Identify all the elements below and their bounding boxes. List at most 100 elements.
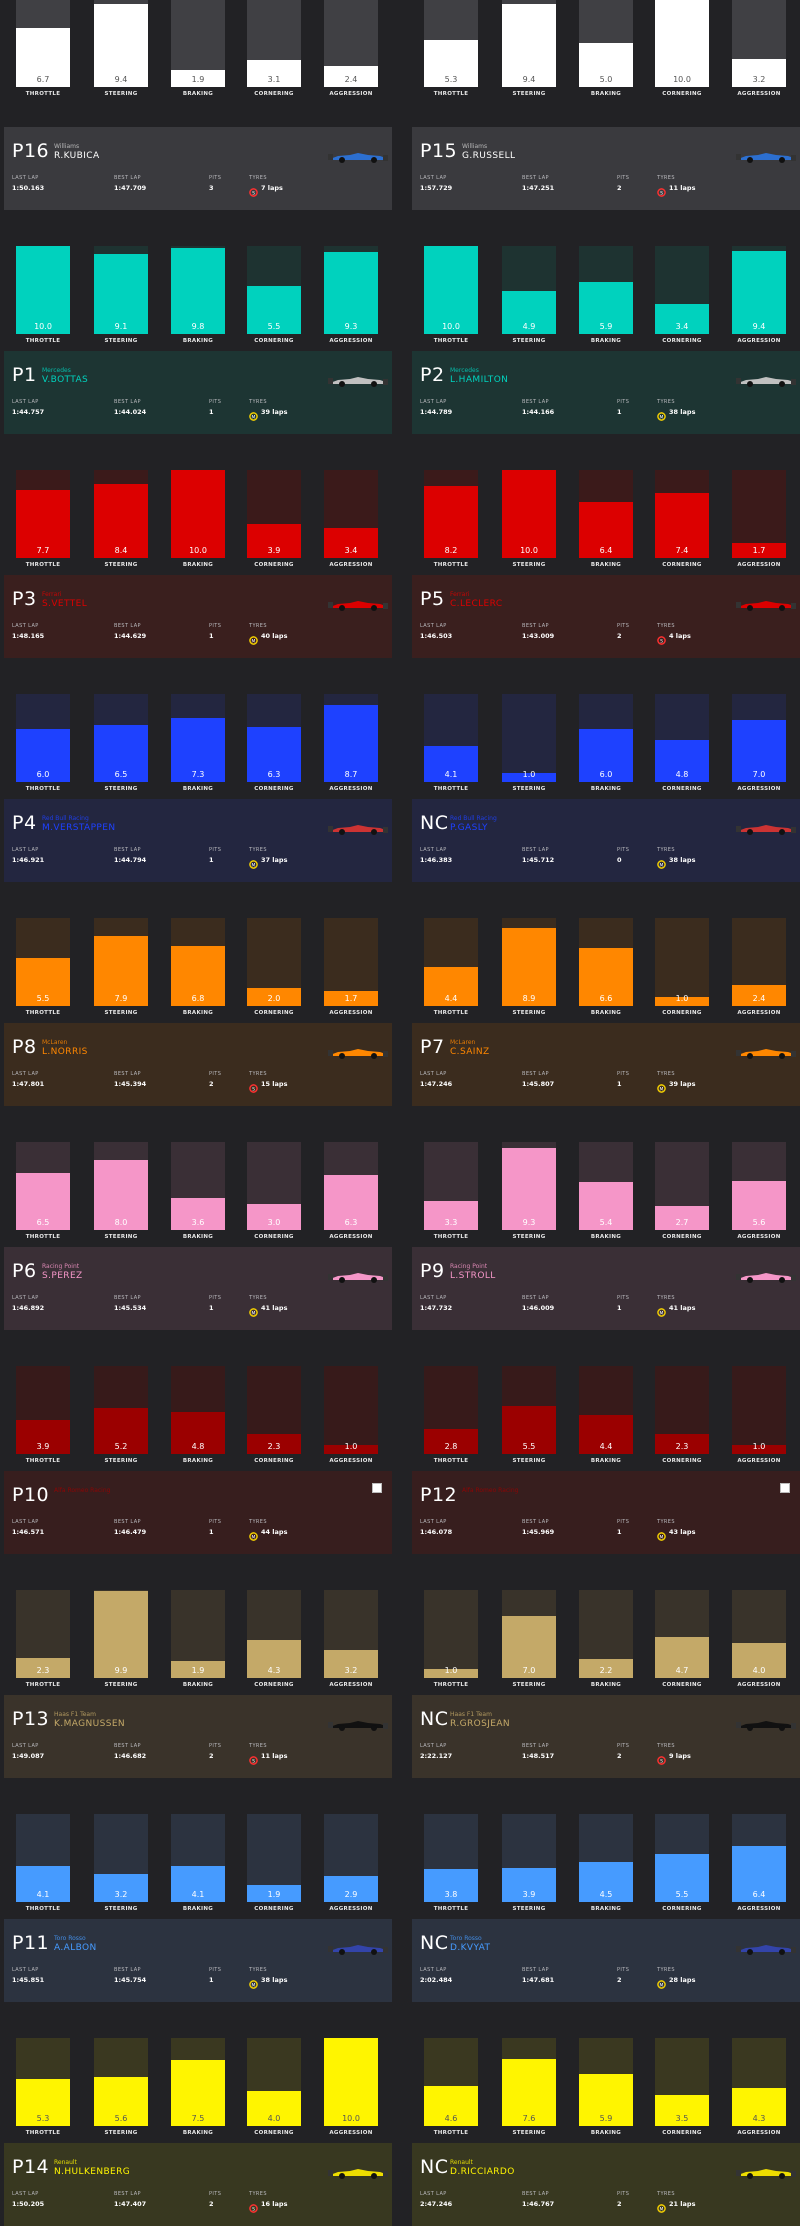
- bar-throttle: 4.4 THROTTLE: [424, 918, 478, 1016]
- bar-fill: [732, 1642, 786, 1678]
- best-lap-label: BEST LAP: [114, 1967, 141, 1973]
- tyre-laps: 16 laps: [261, 2200, 288, 2208]
- bar-category-label: CORNERING: [254, 91, 294, 97]
- bar-cornering: 4.0 CORNERING: [247, 2038, 301, 2136]
- best-lap-label: BEST LAP: [522, 1743, 549, 1749]
- bar-value-label: 8.7: [344, 770, 358, 779]
- driver-card[interactable]: P16 Williams R.KUBICA LAST LAP BEST LAP PITS T…: [4, 127, 392, 210]
- medium-tyre-icon: M: [657, 854, 666, 869]
- bar-value-label: 3.2: [344, 1666, 358, 1675]
- best-lap-value: 1:44.166: [522, 408, 555, 416]
- svg-text:S: S: [660, 190, 663, 196]
- bar-fill: [171, 70, 225, 87]
- car-image: [328, 1045, 388, 1061]
- bar-category-label: BRAKING: [590, 338, 622, 344]
- driver-card[interactable]: NC Renault D.RICCIARDO LAST LAP BEST LAP PITS…: [412, 2143, 800, 2226]
- medium-tyre-icon: M: [249, 630, 258, 645]
- bar-fill: [502, 470, 556, 558]
- driver-card[interactable]: P6 Racing Point S.PEREZ LAST LAP BEST LAP PIT…: [4, 1247, 392, 1330]
- last-lap-label: LAST LAP: [12, 175, 39, 181]
- bar-fill: [502, 1405, 556, 1454]
- driver-card[interactable]: P2 Mercedes L.HAMILTON LAST LAP BEST LAP PITS…: [412, 351, 800, 434]
- pits-label: PITS: [209, 1519, 222, 1525]
- driver-card[interactable]: P13 Haas F1 Team K.MAGNUSSEN LAST LAP BEST L…: [4, 1695, 392, 1778]
- driver-card[interactable]: NC Red Bull Racing P.GASLY LAST LAP BEST LAP…: [412, 799, 800, 882]
- bar-fill: [247, 285, 301, 334]
- last-lap-value: 1:44.789: [420, 408, 453, 416]
- bar-value-label: 5.5: [267, 322, 281, 331]
- bar-category-label: CORNERING: [254, 1906, 294, 1912]
- driver-card[interactable]: P10 Alfa Romeo Racing LAST LAP BEST LAP PITS…: [4, 1471, 392, 1554]
- driver-card[interactable]: P12 Alfa Romeo Racing LAST LAP BEST LAP PITS…: [412, 1471, 800, 1554]
- pits-label: PITS: [617, 847, 630, 853]
- tyres-label: TYRES: [249, 623, 267, 629]
- bar-cornering: 5.5 CORNERING: [247, 246, 301, 344]
- bar-aggression: 3.2 AGGRESSION: [732, 0, 786, 97]
- bar-aggression: 8.7 AGGRESSION: [324, 694, 378, 792]
- bar-steering: 3.9 STEERING: [502, 1814, 556, 1912]
- bar-throttle: 10.0 THROTTLE: [424, 246, 478, 344]
- medium-tyre-icon: M: [249, 1526, 258, 1541]
- bar-fill: [502, 1148, 556, 1230]
- driver-card[interactable]: P1 Mercedes V.BOTTAS LAST LAP BEST LAP PITS TY…: [4, 351, 392, 434]
- bar-fill: [579, 501, 633, 558]
- bar-chart-right: 1.0 THROTTLE 7.0 STEERING 2.2 BRAKING 4.7 CORNE…: [412, 1555, 800, 1695]
- bar-value-label: 4.1: [36, 1890, 50, 1899]
- bar-aggression: 6.4 AGGRESSION: [732, 1814, 786, 1912]
- bar-cornering: 5.5 CORNERING: [655, 1814, 709, 1912]
- driver-card[interactable]: P14 Renault N.HULKENBERG LAST LAP BEST LAP PI…: [4, 2143, 392, 2226]
- tyre-laps: 37 laps: [261, 856, 288, 864]
- driver-card[interactable]: P4 Red Bull Racing M.VERSTAPPEN LAST LAP BES…: [4, 799, 392, 882]
- bar-braking: 4.1 BRAKING: [171, 1814, 225, 1912]
- last-lap-label: LAST LAP: [12, 1071, 39, 1077]
- bar-fill: [324, 991, 378, 1006]
- driver-card[interactable]: P8 McLaren L.NORRIS LAST LAP BEST LAP PITS TYR…: [4, 1023, 392, 1106]
- team-name: McLaren: [42, 1039, 68, 1046]
- driver-column-right: 5.3 THROTTLE 9.4 STEERING 5.0 BRAKING 10.0 CORN…: [412, 0, 800, 2172]
- tyre-laps: 11 laps: [261, 1752, 288, 1760]
- bar-chart-left: 6.5 THROTTLE 8.0 STEERING 3.6 BRAKING 3.0 CORNE…: [4, 1107, 392, 1247]
- car-image: [328, 1717, 388, 1733]
- bar-category-label: AGGRESSION: [737, 1906, 781, 1912]
- bar-value-label: 6.6: [599, 994, 613, 1003]
- pits-label: PITS: [209, 1967, 222, 1973]
- driver-name: S.PEREZ: [42, 1271, 83, 1281]
- pits-value: 2: [617, 184, 622, 192]
- driver-card[interactable]: P9 Racing Point L.STROLL LAST LAP BEST LAP PI…: [412, 1247, 800, 1330]
- tyre-laps: 38 laps: [261, 1976, 288, 1984]
- bar-value-label: 10.0: [189, 546, 207, 555]
- driver-card[interactable]: P11 Toro Rosso A.ALBON LAST LAP BEST LAP PITS…: [4, 1919, 392, 2002]
- last-lap-value: 1:46.078: [420, 1528, 453, 1536]
- bar-aggression: 2.9 AGGRESSION: [324, 1814, 378, 1912]
- bar-category-label: THROTTLE: [25, 338, 61, 344]
- bar-category-label: AGGRESSION: [737, 562, 781, 568]
- driver-card[interactable]: P7 McLaren C.SAINZ LAST LAP BEST LAP PITS TYRE…: [412, 1023, 800, 1106]
- medium-tyre-icon: M: [657, 2198, 666, 2213]
- bar-value-label: 4.3: [267, 1666, 281, 1675]
- driver-card[interactable]: NC Toro Rosso D.KVYAT LAST LAP BEST LAP PITS T…: [412, 1919, 800, 2002]
- bar-chart-left: 5.5 THROTTLE 7.9 STEERING 6.8 BRAKING 2.0 CORNE…: [4, 883, 392, 1023]
- tyre-laps: 4 laps: [669, 632, 691, 640]
- bar-category-label: STEERING: [512, 1234, 546, 1240]
- bar-category-label: BRAKING: [182, 1458, 214, 1464]
- svg-text:M: M: [252, 1534, 256, 1540]
- driver-card[interactable]: P15 Williams G.RUSSELL LAST LAP BEST LAP PITS…: [412, 127, 800, 210]
- driver-card[interactable]: NC Haas F1 Team R.GROSJEAN LAST LAP BEST LAP…: [412, 1695, 800, 1778]
- bar-cornering: 2.3 CORNERING: [655, 1366, 709, 1464]
- driver-name: S.VETTEL: [42, 599, 88, 609]
- bar-value-label: 6.3: [344, 1218, 358, 1227]
- bar-aggression: 9.3 AGGRESSION: [324, 246, 378, 344]
- last-lap-label: LAST LAP: [420, 1295, 447, 1301]
- pits-label: PITS: [209, 623, 222, 629]
- bar-fill: [171, 470, 225, 558]
- bar-braking: 7.3 BRAKING: [171, 694, 225, 792]
- bar-braking: 5.9 BRAKING: [579, 2038, 633, 2136]
- car-image: [328, 1269, 388, 1285]
- bar-fill: [579, 1862, 633, 1902]
- soft-tyre-icon: S: [657, 630, 666, 645]
- driver-card[interactable]: P3 Ferrari S.VETTEL LAST LAP BEST LAP PITS TYR…: [4, 575, 392, 658]
- driver-card[interactable]: P5 Ferrari C.LECLERC LAST LAP BEST LAP PITS TY…: [412, 575, 800, 658]
- bar-category-label: BRAKING: [182, 91, 214, 97]
- bar-category-label: AGGRESSION: [329, 91, 373, 97]
- pits-value: 1: [617, 1080, 622, 1088]
